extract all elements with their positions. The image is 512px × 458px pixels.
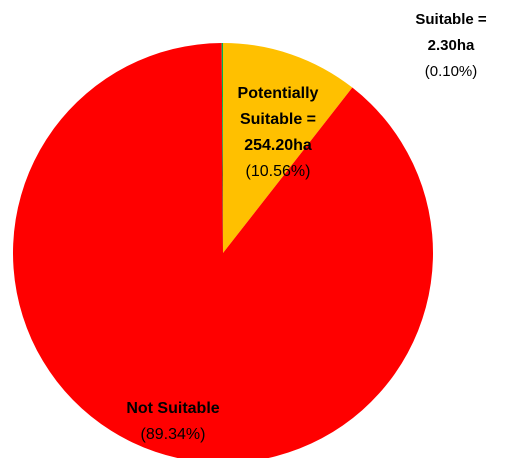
label-potentially-suitable-line-1: Potentially <box>238 85 319 102</box>
label-potentially-suitable-line-2: Suitable = <box>240 111 316 128</box>
pie-slice-potentially-suitable <box>223 43 353 253</box>
label-not-suitable-percent: (89.34%) <box>141 426 206 443</box>
label-suitable: Suitable = 2.30ha (0.10%) <box>415 11 487 80</box>
label-potentially-suitable-percent: (10.56%) <box>246 163 311 180</box>
label-suitable-name: Suitable = <box>415 11 487 28</box>
label-not-suitable-name: Not Suitable <box>126 400 219 417</box>
label-potentially-suitable: Potentially Suitable = 254.20ha (10.56%) <box>238 85 319 180</box>
label-potentially-suitable-area: 254.20ha <box>244 137 312 154</box>
pie-slice-not-suitable <box>13 43 433 458</box>
label-suitable-area: 2.30ha <box>428 37 475 54</box>
label-not-suitable: Not Suitable (89.34%) <box>126 400 219 443</box>
pie-slice-suitable <box>221 43 223 253</box>
label-suitable-percent: (0.10%) <box>425 63 478 80</box>
pie-slices <box>13 43 433 458</box>
